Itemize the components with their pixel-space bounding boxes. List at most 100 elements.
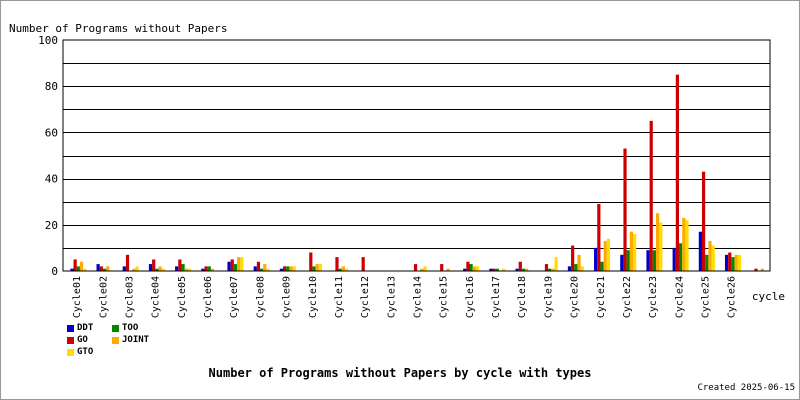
bar-ddt <box>122 266 126 271</box>
bar-gto <box>83 268 87 271</box>
bar-too <box>548 268 552 271</box>
bar-gto <box>502 268 506 271</box>
legend-swatch-too <box>112 324 119 332</box>
bar-go <box>518 261 522 271</box>
bar-go <box>571 245 575 271</box>
bar-joint <box>106 266 110 271</box>
y-tick-label: 0 <box>51 265 58 278</box>
bar-ddt <box>672 247 676 271</box>
bar-gto <box>344 268 349 271</box>
x-tick-label: Cycle24 <box>674 276 685 318</box>
bar-too <box>181 264 185 271</box>
plot-frame <box>62 39 771 272</box>
x-axis-label: cycle <box>752 290 785 303</box>
x-tick-label: Cycle21 <box>596 276 607 318</box>
bar-too <box>76 266 80 271</box>
legend-label-ddt: DDT <box>77 323 94 333</box>
bar-gto <box>135 266 139 271</box>
bar-gto <box>685 220 689 271</box>
bar-go <box>413 264 418 271</box>
bar-gto <box>266 268 270 271</box>
bar-joint <box>682 217 686 271</box>
x-tick-label: Cycle08 <box>255 276 266 318</box>
bar-go <box>649 120 653 271</box>
bar-joint <box>289 266 293 271</box>
bar-joint <box>629 231 634 271</box>
bar-go <box>283 266 287 271</box>
bar-go <box>256 261 261 271</box>
bar-joint <box>315 264 319 271</box>
bar-joint <box>210 268 215 271</box>
bar-joint <box>184 268 188 271</box>
bar-ddt <box>620 254 624 271</box>
bar-too <box>207 266 211 271</box>
bar-joint <box>446 268 450 271</box>
bar-too <box>678 243 683 271</box>
legend-swatch-ddt <box>67 324 74 332</box>
y-tick-label: 60 <box>45 126 58 139</box>
x-tick-label: Cycle20 <box>570 276 581 318</box>
bar-too <box>705 254 709 271</box>
legend-label-too: TOO <box>122 323 139 333</box>
x-tick-label: Cycle06 <box>203 276 214 318</box>
bar-ddt <box>646 250 650 271</box>
bar-ddt <box>463 268 467 271</box>
bar-gto <box>737 254 741 271</box>
bar-go <box>73 259 77 271</box>
bar-too <box>521 268 526 271</box>
bar-ddt <box>594 247 598 271</box>
x-tick-label: Cycle05 <box>177 276 188 318</box>
legend-swatch-go <box>67 336 74 344</box>
bar-too <box>652 250 657 271</box>
bar-go <box>754 268 758 271</box>
bar-joint <box>525 268 529 271</box>
bar-go <box>152 259 156 271</box>
bar-gto <box>318 264 322 271</box>
bar-gto <box>580 266 584 271</box>
bar-ddt <box>489 268 493 271</box>
x-tick-label: Cycle23 <box>648 276 659 318</box>
x-tick-label: Cycle15 <box>439 276 450 318</box>
bar-gto <box>554 257 558 271</box>
bar-too <box>469 264 473 271</box>
bar-ddt <box>279 268 284 271</box>
bar-go <box>361 257 365 271</box>
bar-too <box>286 266 290 271</box>
bar-joint <box>577 254 581 271</box>
y-tick-label: 80 <box>45 80 58 93</box>
bar-go <box>335 257 339 271</box>
x-tick-label: Cycle11 <box>334 276 345 318</box>
legend-item-go: GO <box>67 335 88 346</box>
bar-go <box>99 266 103 271</box>
bar-joint <box>237 257 241 271</box>
bar-gto <box>292 266 296 271</box>
legend-label-joint: JOINT <box>122 335 150 345</box>
x-tick-label: Cycle04 <box>151 276 162 318</box>
bar-joint <box>734 254 738 271</box>
bar-go <box>623 148 627 271</box>
bar-gto <box>633 234 637 271</box>
x-tick-label: Cycle26 <box>727 276 738 318</box>
bar-ddt <box>148 264 153 271</box>
bar-ddt <box>175 266 179 271</box>
bar-gto <box>240 257 244 271</box>
x-tick-label: Cycle09 <box>282 276 293 318</box>
bar-ddt <box>253 266 257 271</box>
bar-too <box>626 250 630 271</box>
legend-item-ddt: DDT <box>67 323 93 334</box>
bar-too <box>102 268 107 271</box>
bar-joint <box>132 268 136 271</box>
bar-joint <box>760 268 764 271</box>
bar-ddt <box>698 231 702 271</box>
created-date: Created 2025-06-15 <box>697 383 795 393</box>
x-tick-label: Cycle14 <box>413 276 424 318</box>
bar-gto <box>187 268 192 271</box>
bar-go <box>204 266 208 271</box>
grid <box>63 63 770 249</box>
bar-ddt <box>724 254 729 271</box>
y-tick-label: 100 <box>38 34 58 47</box>
x-tick-label: Cycle12 <box>360 276 371 318</box>
x-tick-label: Cycle02 <box>98 276 109 318</box>
bar-go <box>597 204 601 271</box>
x-tick-label: Cycle03 <box>125 276 136 318</box>
